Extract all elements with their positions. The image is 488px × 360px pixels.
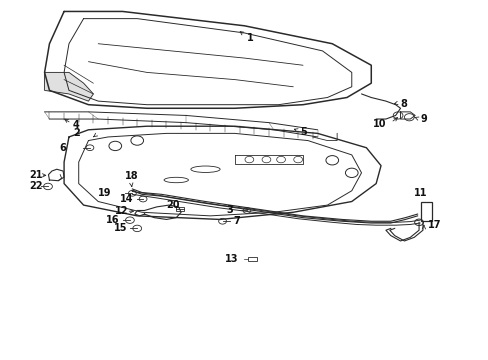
Text: 9: 9 [419,114,426,124]
Text: 3: 3 [225,206,232,216]
Text: 11: 11 [413,188,427,198]
Bar [420,202,431,221]
Text: 14: 14 [120,194,133,204]
Text: 7: 7 [233,216,240,226]
Text: 20: 20 [166,200,180,210]
Text: 1: 1 [246,33,253,42]
Text: 4: 4 [73,120,80,130]
Text: 6: 6 [59,143,66,153]
Text: 21: 21 [29,170,42,180]
Text: 13: 13 [224,254,238,264]
Text: 15: 15 [114,224,127,233]
Bar [176,207,183,211]
Text: 16: 16 [105,215,119,225]
Text: 5: 5 [300,127,306,136]
Bar [248,257,257,261]
Text: 8: 8 [400,99,407,109]
Text: 2: 2 [73,129,80,138]
Text: 17: 17 [427,220,441,230]
Polygon shape [44,72,93,101]
Text: 22: 22 [29,181,42,192]
Text: 10: 10 [372,119,386,129]
Text: 18: 18 [124,171,138,181]
Text: 12: 12 [115,206,128,216]
Text: 19: 19 [98,188,111,198]
